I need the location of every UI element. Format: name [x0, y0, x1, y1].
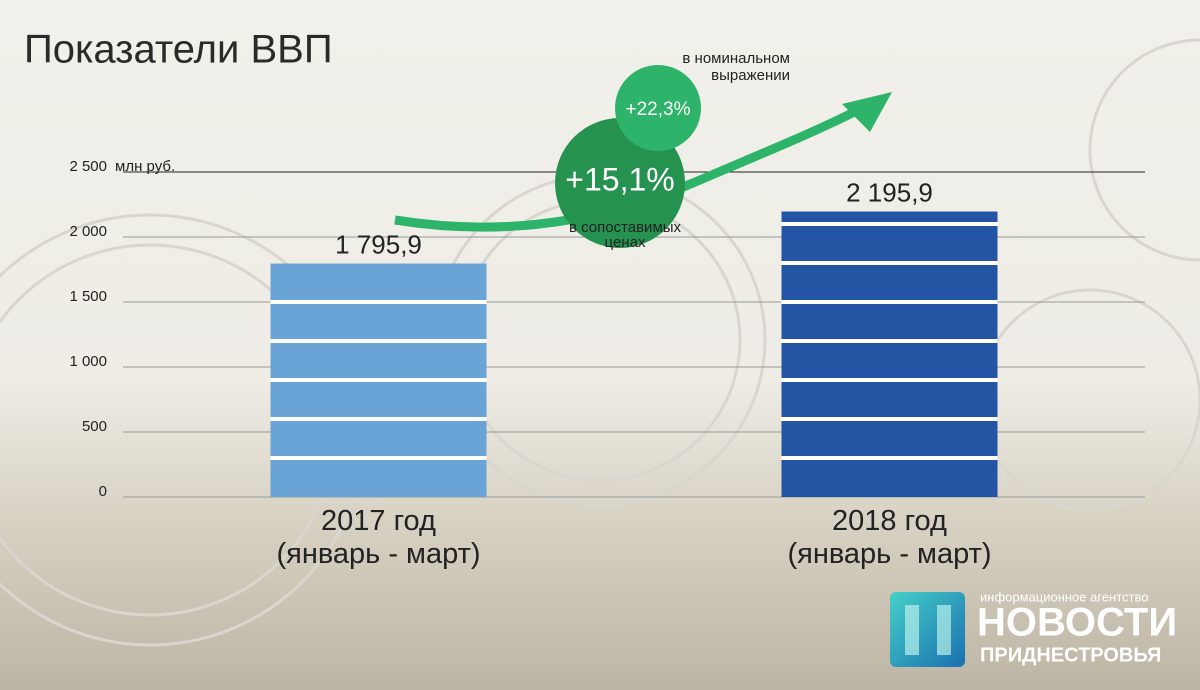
- arrow-head: [842, 92, 892, 132]
- real-growth-value: +15,1%: [565, 161, 674, 197]
- value-label: 1 795,9: [335, 229, 422, 259]
- logo-name: НОВОСТИ: [977, 601, 1177, 645]
- y-unit: млн руб.: [115, 158, 175, 175]
- y-tick-label: 2 000: [69, 223, 107, 240]
- bar: [781, 211, 998, 497]
- nominal-growth-value: +22,3%: [626, 99, 691, 120]
- logo-tagline: информационное агентство: [980, 589, 1148, 604]
- y-tick-label: 1 000: [69, 353, 107, 370]
- y-tick-label: 2 500: [69, 158, 107, 175]
- logo-icon-part: [905, 605, 919, 655]
- value-label: 2 195,9: [846, 177, 933, 207]
- logo-icon-part: [937, 605, 951, 655]
- x-tick-label: 2018 год (январь - март): [787, 505, 992, 570]
- x-tick-label: 2017 год (январь - март): [276, 505, 481, 570]
- nominal-growth-circle: [615, 65, 701, 151]
- y-tick-label: 0: [99, 483, 107, 500]
- logo-region: ПРИДНЕСТРОВЬЯ: [980, 644, 1161, 666]
- y-tick-label: 1 500: [69, 288, 107, 305]
- logo-icon: [890, 592, 965, 667]
- nominal-growth-text: в номинальном выражении: [682, 50, 790, 84]
- chart-title: Показатели ВВП: [24, 28, 333, 72]
- real-growth-text: в сопоставимых ценах: [568, 219, 682, 251]
- y-tick-label: 500: [82, 418, 107, 435]
- growth-arrow: [394, 101, 871, 232]
